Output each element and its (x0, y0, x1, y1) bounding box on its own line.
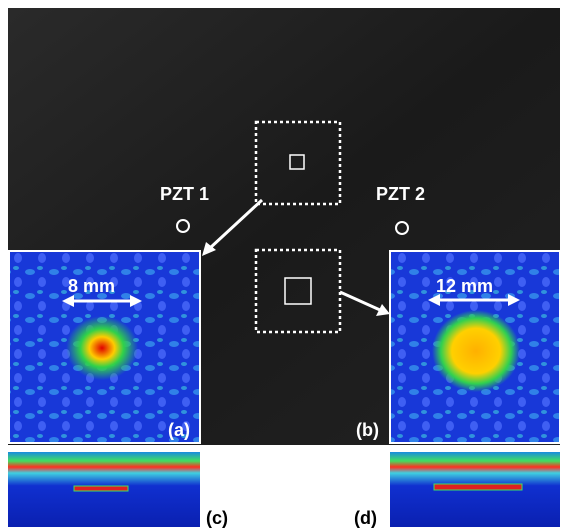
sensor-label: PZT 2 (376, 184, 425, 204)
measurement: 8 mm (68, 276, 115, 296)
panel-label: (a) (168, 420, 190, 440)
panel-label: (c) (206, 508, 228, 528)
measurement: 12 mm (436, 276, 493, 296)
damage-spot (66, 316, 138, 380)
panel-label: (d) (354, 508, 377, 528)
page: {"photo": {"sensors": [{"label": "PZT 1"… (0, 0, 566, 531)
inset-a: 8 mm (a) (9, 251, 200, 443)
figure: PZT 1 PZT 2 8 mm (a) 12 mm (b) (c) (d) (0, 0, 566, 531)
panel-label: (b) (356, 420, 379, 440)
damage-spot (432, 310, 520, 392)
damage-band (434, 484, 522, 490)
sensor-label: PZT 1 (160, 184, 209, 204)
damage-band (74, 486, 128, 491)
